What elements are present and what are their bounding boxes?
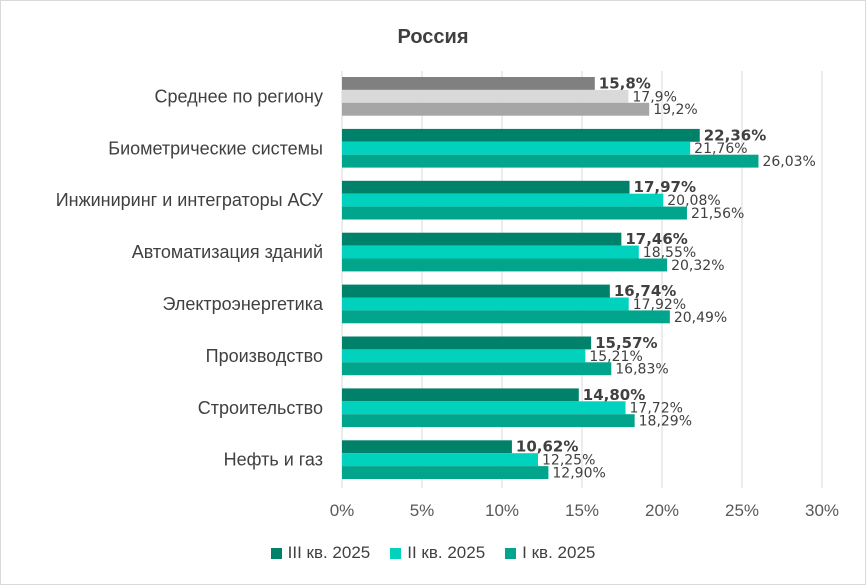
data-label: 21,56% <box>691 206 744 222</box>
x-tick-label: 5% <box>410 501 435 520</box>
category-label: Среднее по региону <box>155 86 323 106</box>
category-label: Строительство <box>198 398 323 418</box>
bar <box>342 401 626 415</box>
legend-item-q2: II кв. 2025 <box>390 543 485 563</box>
bar <box>342 77 595 90</box>
legend-label-q3: III кв. 2025 <box>287 543 371 562</box>
data-label: 12,90% <box>552 466 605 482</box>
bar <box>342 336 592 350</box>
bar <box>342 245 639 259</box>
bar <box>342 89 629 103</box>
data-label: 17,72% <box>630 401 683 417</box>
data-label: 20,32% <box>671 258 724 274</box>
bar <box>342 232 622 246</box>
x-tick-label: 10% <box>485 501 519 520</box>
data-label: 15,21% <box>589 349 642 365</box>
bar <box>342 388 579 402</box>
bar <box>342 297 629 311</box>
data-label: 17,46% <box>625 230 687 248</box>
legend: III кв. 2025 II кв. 2025 I кв. 2025 <box>0 543 866 563</box>
legend-item-q3: III кв. 2025 <box>270 543 371 563</box>
legend-label-q2: II кв. 2025 <box>407 543 486 562</box>
x-tick-label: 20% <box>645 501 679 520</box>
bar <box>342 206 687 220</box>
data-label: 16,83% <box>615 362 668 378</box>
category-label: Биометрические системы <box>108 138 323 158</box>
legend-label-q1: I кв. 2025 <box>522 543 596 562</box>
data-label: 15,8% <box>599 74 651 92</box>
bar <box>342 154 759 168</box>
data-label: 17,9% <box>632 89 676 105</box>
data-label: 14,80% <box>583 386 645 404</box>
bar <box>342 193 664 207</box>
category-label: Автоматизация зданий <box>132 242 323 262</box>
legend-swatch-q2 <box>390 547 402 559</box>
legend-item-q1: I кв. 2025 <box>505 543 595 563</box>
bar <box>342 128 700 142</box>
legend-swatch-q3 <box>270 547 282 559</box>
legend-swatch-q1 <box>505 547 517 559</box>
category-label: Нефть и газ <box>224 450 323 470</box>
chart-title: Россия <box>397 26 469 48</box>
data-label: 17,97% <box>634 178 696 196</box>
bar <box>342 414 635 428</box>
data-label: 18,55% <box>643 245 696 261</box>
x-tick-label: 15% <box>565 501 599 520</box>
bar <box>342 362 612 376</box>
bar <box>342 466 549 479</box>
bar <box>342 141 691 155</box>
category-label: Инжиниринг и интеграторы АСУ <box>56 190 324 210</box>
data-label: 15,57% <box>595 334 657 352</box>
x-tick-label: 0% <box>330 501 355 520</box>
category-label: Производство <box>206 346 323 366</box>
data-label: 20,08% <box>667 193 720 209</box>
data-label: 17,92% <box>633 297 686 313</box>
data-label: 10,62% <box>516 438 578 456</box>
bar <box>342 453 538 467</box>
bar <box>342 258 668 272</box>
x-tick-label: 25% <box>725 501 759 520</box>
data-label: 19,2% <box>653 102 697 118</box>
bar <box>342 180 630 194</box>
data-label: 16,74% <box>614 282 676 300</box>
data-label: 18,29% <box>639 414 692 430</box>
bar <box>342 310 670 324</box>
bar <box>342 349 586 363</box>
data-label: 12,25% <box>542 453 595 469</box>
data-label: 20,49% <box>674 310 727 326</box>
bar <box>342 284 610 298</box>
bar <box>342 440 512 454</box>
data-label: 26,03% <box>762 154 815 170</box>
data-label: 21,76% <box>694 141 747 157</box>
x-tick-label: 30% <box>805 501 839 520</box>
bar <box>342 102 650 116</box>
data-label: 22,36% <box>704 126 766 144</box>
category-label: Электроэнергетика <box>162 294 323 314</box>
